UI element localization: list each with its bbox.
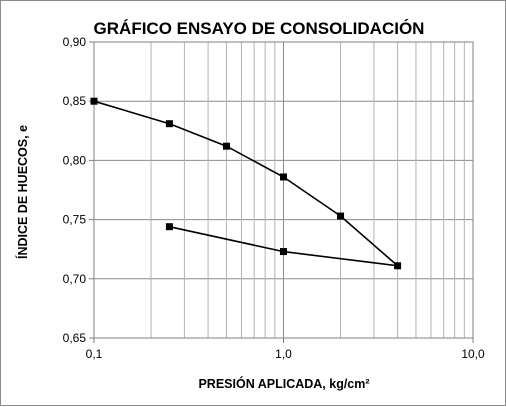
series-line [93, 100, 401, 267]
y-tick-label: 0,75 [63, 213, 87, 227]
x-axis-label: PRESIÓN APLICADA, kg/cm² [198, 376, 369, 391]
chart-title: GRÁFICO ENSAYO DE CONSOLIDACIÓN [94, 19, 425, 38]
y-tick-label: 0,80 [63, 153, 87, 167]
y-tick-label: 0,90 [63, 35, 87, 49]
y-axis-ticks: 0,65 0,70 0,75 0,80 0,85 0,90 [63, 35, 94, 345]
grid [93, 41, 473, 339]
y-tick-label: 0,65 [63, 331, 87, 345]
data-series [90, 97, 402, 270]
data-point [280, 248, 287, 256]
y-axis-label: ÍNDICE DE HUECOS, e [15, 125, 30, 259]
y-tick-label: 0,85 [63, 94, 87, 108]
data-point [165, 120, 173, 128]
data-point [90, 97, 98, 105]
data-point [165, 223, 173, 231]
x-tick-label: 1,0 [275, 347, 292, 361]
x-tick-label: 0,1 [86, 347, 103, 361]
x-tick-label: 10,0 [461, 347, 485, 361]
y-tick-label: 0,70 [63, 272, 87, 286]
data-point [280, 173, 287, 181]
data-point [394, 262, 402, 270]
x-axis-ticks: 0,1 1,0 10,0 [86, 338, 485, 361]
data-point [222, 142, 230, 150]
data-point [337, 212, 345, 220]
